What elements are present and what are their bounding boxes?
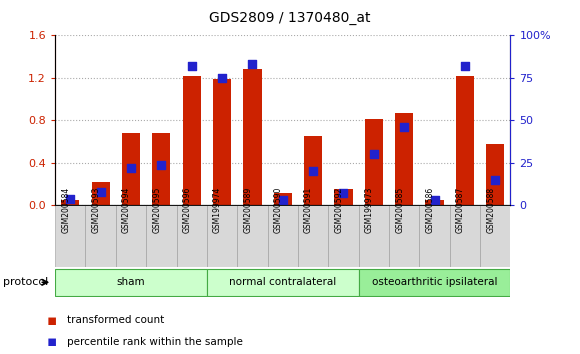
Text: GSM200596: GSM200596: [183, 187, 191, 234]
Bar: [419, 205, 450, 267]
Text: sham: sham: [117, 277, 146, 287]
Text: GSM200586: GSM200586: [426, 187, 434, 233]
Bar: [304, 136, 322, 205]
Bar: [122, 133, 140, 205]
Text: GSM200590: GSM200590: [274, 187, 283, 234]
Text: GSM200585: GSM200585: [395, 187, 404, 233]
Bar: [61, 200, 79, 205]
Bar: [267, 205, 298, 267]
Point: [491, 177, 500, 183]
Text: osteoarthritic ipsilateral: osteoarthritic ipsilateral: [372, 277, 497, 287]
Bar: [183, 76, 201, 205]
Bar: [207, 205, 237, 267]
Bar: [243, 69, 262, 205]
Bar: [85, 205, 116, 267]
Point: [218, 75, 227, 81]
Bar: [213, 79, 231, 205]
Point: [369, 152, 378, 157]
Text: protocol: protocol: [3, 277, 48, 287]
Bar: [298, 205, 328, 267]
Point: [248, 62, 257, 67]
Text: percentile rank within the sample: percentile rank within the sample: [67, 337, 242, 347]
Point: [66, 196, 75, 201]
Text: GSM200591: GSM200591: [304, 187, 313, 233]
Text: ▪: ▪: [46, 313, 57, 328]
Text: GSM200589: GSM200589: [244, 187, 252, 233]
Bar: [146, 205, 176, 267]
Text: transformed count: transformed count: [67, 315, 164, 325]
Bar: [334, 189, 353, 205]
Bar: [395, 113, 414, 205]
Text: GSM200587: GSM200587: [456, 187, 465, 233]
Bar: [389, 205, 419, 267]
Bar: [365, 119, 383, 205]
Bar: [450, 205, 480, 267]
Bar: [486, 144, 505, 205]
Text: ▪: ▪: [46, 334, 57, 349]
Point: [278, 198, 287, 203]
Point: [430, 198, 439, 203]
Bar: [358, 269, 510, 296]
Bar: [116, 205, 146, 267]
Point: [460, 63, 469, 69]
Bar: [425, 200, 444, 205]
Point: [309, 169, 318, 174]
Point: [96, 189, 106, 195]
Text: normal contralateral: normal contralateral: [229, 277, 336, 287]
Text: GSM200584: GSM200584: [61, 187, 70, 233]
Text: GSM199973: GSM199973: [365, 187, 374, 234]
Bar: [274, 193, 292, 205]
Point: [157, 162, 166, 167]
Bar: [176, 205, 207, 267]
Text: GDS2809 / 1370480_at: GDS2809 / 1370480_at: [209, 11, 371, 25]
Bar: [358, 205, 389, 267]
Point: [400, 124, 409, 130]
Text: GSM200592: GSM200592: [335, 187, 343, 233]
Bar: [237, 205, 267, 267]
Bar: [456, 76, 474, 205]
Text: GSM200588: GSM200588: [486, 187, 495, 233]
Bar: [480, 205, 510, 267]
Text: GSM200595: GSM200595: [153, 187, 161, 234]
Point: [187, 63, 196, 69]
Bar: [55, 205, 85, 267]
Bar: [92, 182, 110, 205]
Text: GSM199974: GSM199974: [213, 187, 222, 234]
Point: [339, 190, 348, 196]
Point: [126, 165, 136, 171]
Bar: [152, 133, 171, 205]
Bar: [55, 269, 207, 296]
Bar: [207, 269, 358, 296]
Bar: [328, 205, 358, 267]
Text: GSM200593: GSM200593: [92, 187, 101, 234]
Text: GSM200594: GSM200594: [122, 187, 131, 234]
